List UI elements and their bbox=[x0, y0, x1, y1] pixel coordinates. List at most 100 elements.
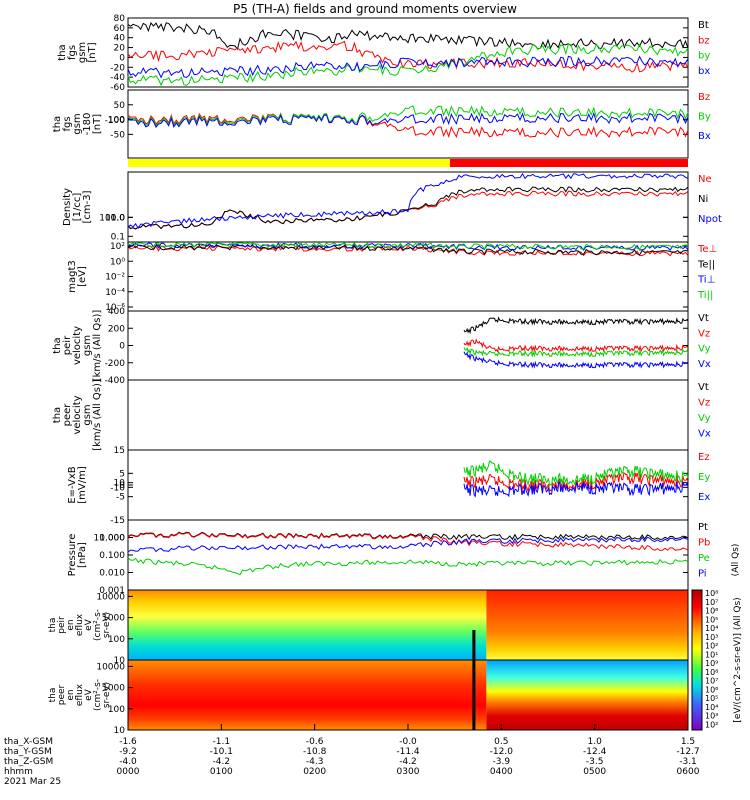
legend-label: Ey bbox=[698, 472, 710, 483]
series-line-bx bbox=[127, 111, 689, 129]
x-row-value: -4.2 bbox=[213, 757, 231, 767]
y-tick-label: -60 bbox=[110, 83, 125, 93]
x-row-value: 0500 bbox=[583, 767, 606, 777]
x-row-value: 1.5 bbox=[681, 737, 695, 747]
panel-frame bbox=[127, 449, 689, 521]
y-tick-label: 10 bbox=[114, 726, 126, 736]
spectrogram-region bbox=[486, 590, 688, 660]
x-row-value: 0400 bbox=[490, 767, 513, 777]
x-row-value: 0.5 bbox=[494, 737, 508, 747]
series-line-ti bbox=[127, 242, 689, 251]
legend-label: By bbox=[698, 111, 711, 122]
mode-bar-0000-0342 bbox=[128, 159, 450, 167]
legend-label: Vt bbox=[698, 313, 709, 324]
y-tick-label: -400 bbox=[105, 376, 126, 386]
y-axis-label: eflux bbox=[75, 683, 85, 706]
colorbar-tick-label: 10³ bbox=[705, 712, 718, 721]
y-axis-label: E=-VxB bbox=[67, 466, 78, 503]
series-line-pe bbox=[127, 557, 689, 576]
colorbar-tick-label: 10⁶ bbox=[705, 685, 718, 694]
series-line-by bbox=[127, 43, 689, 87]
y-tick-label: 10⁻⁴ bbox=[105, 288, 125, 298]
y-axis-label: velocity bbox=[72, 395, 83, 434]
y-axis-label: (cm²-s- bbox=[93, 609, 103, 641]
y-tick-label: -10 bbox=[110, 483, 125, 493]
y-axis-label: gsm bbox=[82, 404, 93, 425]
x-row-value: 0600 bbox=[677, 767, 700, 777]
panel-frame bbox=[127, 89, 689, 159]
panel-frame bbox=[127, 379, 689, 451]
series-line-bz bbox=[127, 40, 689, 73]
x-row-value: 0000 bbox=[117, 767, 140, 777]
y-tick-label: 10000 bbox=[96, 592, 125, 602]
y-axis-label: sr-eV) bbox=[102, 682, 112, 708]
legend-label: Vx bbox=[698, 429, 711, 440]
y-tick-label: 100 bbox=[108, 705, 125, 715]
y-axis-label: tha bbox=[48, 618, 58, 633]
y-axis-label: (cm²-s- bbox=[93, 679, 103, 711]
y-axis-label: [nT] bbox=[87, 42, 98, 62]
y-tick-label: 10000 bbox=[96, 662, 125, 672]
x-row-label: hhmm bbox=[4, 767, 33, 777]
y-tick-label: 10⁻² bbox=[105, 273, 125, 283]
y-axis-label: tha bbox=[52, 407, 63, 423]
y-tick-label: 0 bbox=[119, 116, 125, 126]
legend-label: Ti⊥ bbox=[697, 275, 715, 286]
x-row-value: -4.2 bbox=[399, 757, 417, 767]
legend-label: Vy bbox=[698, 413, 711, 424]
y-axis-label: velocity bbox=[72, 326, 83, 365]
legend-label: Pb bbox=[698, 538, 710, 549]
legend-label: Npot bbox=[698, 214, 722, 225]
x-row-value: -3.5 bbox=[586, 757, 604, 767]
y-tick-label: -50 bbox=[110, 130, 125, 140]
legend-label: Vx bbox=[698, 359, 711, 370]
y-axis-label: fgs bbox=[62, 116, 73, 131]
legend-label: Pi bbox=[698, 569, 707, 580]
legend-label: Pe bbox=[698, 553, 710, 564]
y-tick-label: 20 bbox=[114, 44, 126, 54]
series-line-npot bbox=[127, 172, 689, 230]
y-axis-label: sr-eV) bbox=[102, 612, 112, 638]
y-axis-label: [km/s (All Qs)] bbox=[92, 310, 103, 382]
x-row-value: -12.0 bbox=[490, 747, 514, 757]
x-row-value: -1.1 bbox=[213, 737, 231, 747]
legend-label: Vy bbox=[698, 344, 711, 355]
legend-label: bz bbox=[698, 35, 710, 46]
y-tick-label: 0.001 bbox=[99, 586, 125, 596]
x-row-value: -12.7 bbox=[676, 747, 699, 757]
series-line-ex bbox=[463, 480, 689, 498]
x-row-value: -3.9 bbox=[493, 757, 511, 767]
legend-label: Ti|| bbox=[697, 290, 713, 301]
y-tick-label: 10.0 bbox=[105, 213, 125, 223]
x-row-value: -12.4 bbox=[583, 747, 607, 757]
y-axis-label: tha bbox=[52, 337, 63, 353]
y-tick-label: 0.100 bbox=[99, 551, 125, 561]
y-tick-label: 40 bbox=[114, 34, 126, 44]
y-tick-label: 10 bbox=[114, 656, 126, 666]
y-tick-label: 15 bbox=[114, 446, 125, 456]
y-axis-label: gsm bbox=[72, 113, 83, 134]
x-row-value: 1.0 bbox=[588, 737, 603, 747]
y-axis-label: tha bbox=[48, 688, 58, 703]
y-axis-label: [km/s (All Qs)] bbox=[92, 379, 103, 451]
y-tick-label: 0.1 bbox=[111, 232, 125, 242]
colorbar bbox=[691, 589, 703, 731]
x-row-value: -10.8 bbox=[303, 747, 327, 757]
y-tick-label: -5 bbox=[116, 493, 125, 503]
legend-label: Pt bbox=[698, 522, 708, 533]
y-tick-label: 1000 bbox=[102, 684, 125, 694]
y-tick-label: -15 bbox=[110, 516, 125, 526]
x-row-value: -10.1 bbox=[210, 747, 233, 757]
y-axis-label: tha bbox=[52, 116, 63, 132]
colorbar-tick-label: 10⁸ bbox=[705, 589, 718, 598]
legend-label: Ne bbox=[698, 174, 712, 185]
series-line-pt bbox=[127, 531, 689, 541]
legend-label: by bbox=[698, 51, 710, 62]
y-tick-label: -40 bbox=[110, 73, 125, 83]
y-axis-label: en bbox=[66, 619, 76, 630]
y-tick-label: 0 bbox=[119, 53, 125, 63]
y-axis-label: peir bbox=[57, 616, 67, 634]
y-tick-label: 1.0 bbox=[111, 213, 126, 223]
y-tick-label: 10.000 bbox=[94, 534, 126, 544]
